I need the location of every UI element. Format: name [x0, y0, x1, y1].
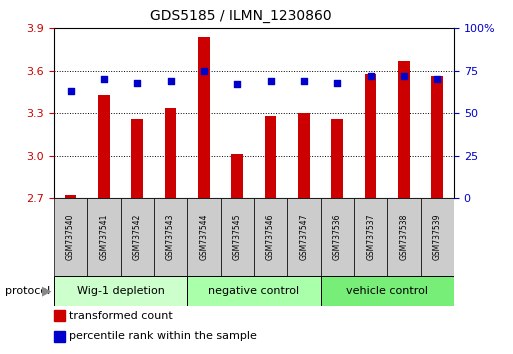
Bar [187, 276, 321, 306]
Point [266, 78, 274, 84]
Point [366, 73, 374, 79]
Bar [331, 119, 343, 198]
Bar [287, 198, 321, 276]
Bar [98, 95, 110, 198]
Point [233, 81, 241, 87]
Point [433, 76, 441, 82]
Bar [54, 276, 187, 306]
Bar [87, 198, 121, 276]
Text: GSM737545: GSM737545 [233, 214, 242, 261]
Bar [298, 113, 310, 198]
Text: GSM737541: GSM737541 [100, 214, 108, 261]
Bar [321, 276, 454, 306]
Text: GSM737538: GSM737538 [400, 214, 408, 261]
Text: GDS5185 / ILMN_1230860: GDS5185 / ILMN_1230860 [150, 9, 332, 23]
Bar [387, 198, 421, 276]
Bar [54, 198, 87, 276]
Bar [354, 198, 387, 276]
Point [166, 78, 174, 84]
Point [200, 68, 208, 74]
Point [400, 73, 408, 79]
Bar [198, 37, 210, 198]
Bar [187, 198, 221, 276]
Point [300, 78, 308, 84]
Point [133, 80, 141, 86]
Bar [365, 74, 377, 198]
Text: GSM737539: GSM737539 [433, 214, 442, 261]
Point [333, 80, 341, 86]
Text: Wig-1 depletion: Wig-1 depletion [76, 286, 165, 296]
Text: GSM737547: GSM737547 [300, 214, 308, 261]
Point [100, 76, 108, 82]
Text: GSM737540: GSM737540 [66, 214, 75, 261]
Bar [431, 76, 443, 198]
Text: percentile rank within the sample: percentile rank within the sample [69, 331, 257, 341]
Bar [221, 198, 254, 276]
Bar [154, 198, 187, 276]
Bar [421, 198, 454, 276]
Bar [321, 198, 354, 276]
Text: vehicle control: vehicle control [346, 286, 428, 296]
Text: GSM737544: GSM737544 [200, 214, 208, 261]
Bar [121, 198, 154, 276]
Text: GSM737537: GSM737537 [366, 214, 375, 261]
Bar [65, 195, 76, 198]
Text: protocol: protocol [5, 286, 50, 296]
Bar [254, 198, 287, 276]
Text: ▶: ▶ [43, 285, 52, 298]
Point [66, 88, 74, 94]
Text: GSM737546: GSM737546 [266, 214, 275, 261]
Bar [265, 116, 277, 198]
Text: negative control: negative control [208, 286, 300, 296]
Text: transformed count: transformed count [69, 311, 173, 321]
Bar [231, 154, 243, 198]
Text: GSM737536: GSM737536 [333, 214, 342, 261]
Bar [398, 61, 410, 198]
Text: GSM737543: GSM737543 [166, 214, 175, 261]
Bar [165, 108, 176, 198]
Bar [131, 119, 143, 198]
Text: GSM737542: GSM737542 [133, 214, 142, 261]
